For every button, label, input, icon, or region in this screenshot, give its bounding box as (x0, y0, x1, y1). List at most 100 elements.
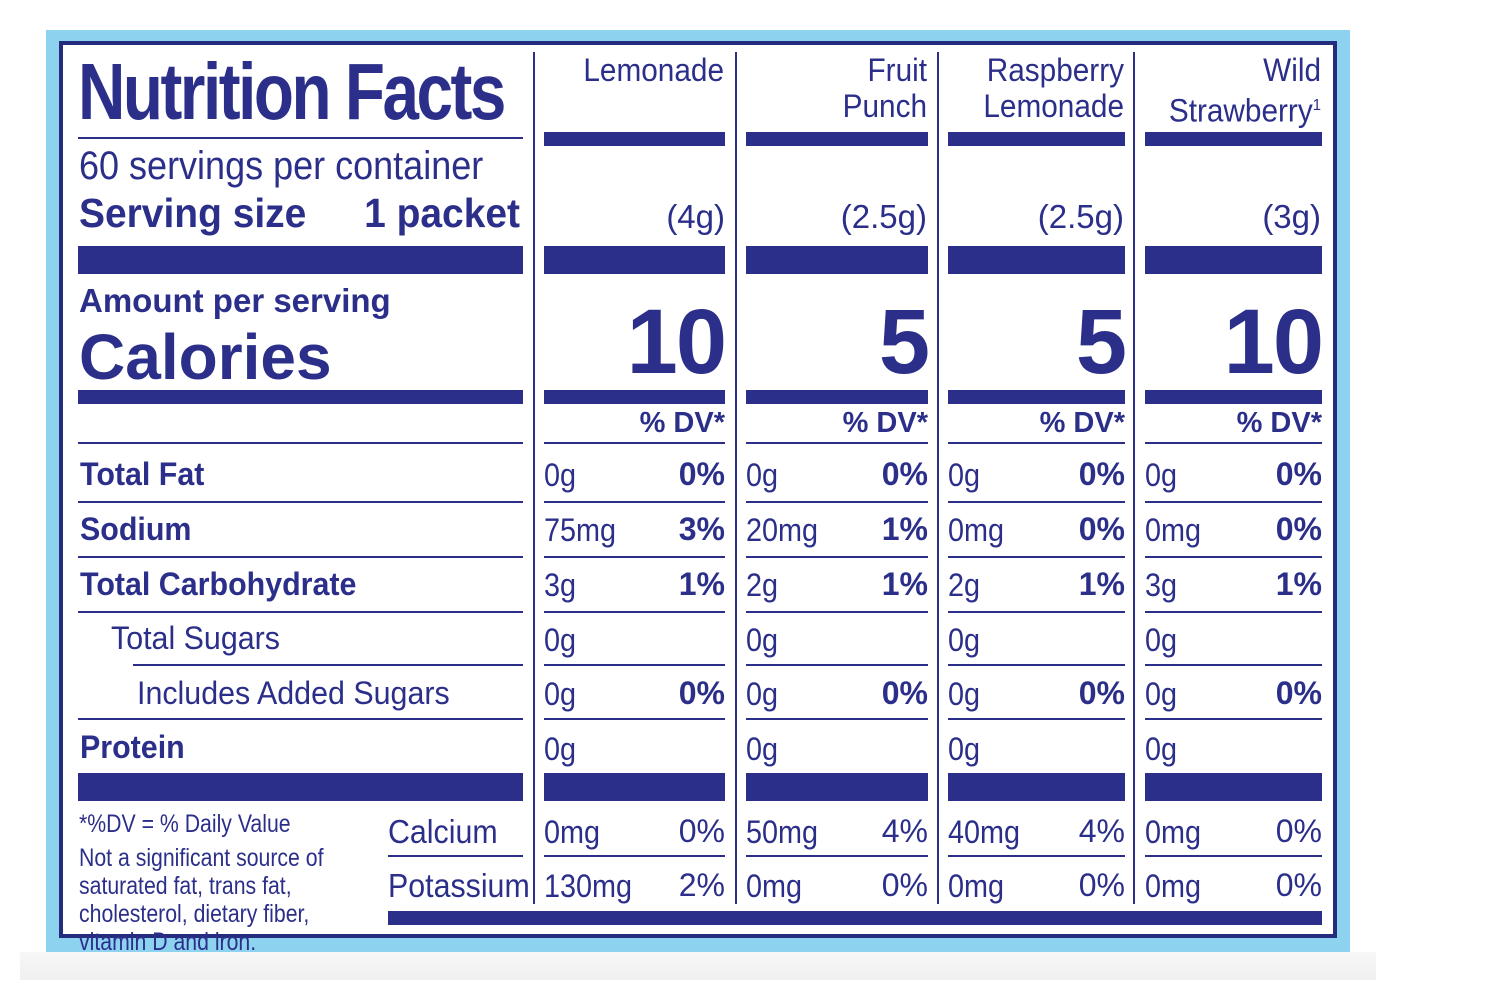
amount-added-sugars: 0g (746, 676, 779, 712)
divider (544, 442, 725, 444)
amount-per-serving: Amount per serving (79, 282, 391, 319)
flavor-name-line1: Fruit (867, 52, 927, 88)
thick-divider (746, 132, 928, 146)
divider (746, 664, 928, 666)
thick-divider (746, 773, 928, 801)
divider (78, 501, 523, 503)
dv-total-carbohydrate: 1% (881, 566, 928, 602)
thick-divider (78, 773, 523, 801)
amount-total-carbohydrate: 2g (948, 567, 981, 603)
amount-total-fat: 0g (544, 457, 577, 493)
dv-total-fat: 0% (1275, 456, 1322, 492)
divider (78, 442, 523, 444)
flavor-serving-weight: (4g) (666, 198, 725, 235)
dv-sodium: 0% (1275, 511, 1322, 547)
dv-calcium: 0% (1275, 813, 1322, 849)
divider (948, 501, 1125, 503)
thick-divider (948, 773, 1125, 801)
dv-potassium: 0% (881, 867, 928, 903)
divider (544, 718, 725, 720)
dv-potassium: 2% (678, 867, 725, 903)
dv-potassium: 0% (1275, 867, 1322, 903)
dv-sodium: 0% (1078, 511, 1125, 547)
nutrient-label-total-sugars: Total Sugars (111, 620, 280, 656)
amount-sodium: 20mg (746, 512, 819, 548)
amount-sodium: 0mg (948, 512, 1005, 548)
thick-divider (1145, 246, 1322, 274)
serving-size-value: 1 packet (364, 190, 520, 236)
thick-divider (544, 132, 725, 146)
amount-protein: 0g (948, 731, 981, 767)
amount-total-carbohydrate: 2g (746, 567, 779, 603)
divider (948, 442, 1125, 444)
divider (746, 855, 928, 857)
amount-protein: 0g (544, 731, 577, 767)
amount-total-fat: 0g (948, 457, 981, 493)
amount-total-carbohydrate: 3g (1145, 567, 1178, 603)
flavor-calories: 10 (626, 291, 727, 393)
dv-total-fat: 0% (1078, 456, 1125, 492)
dv-header: % DV* (842, 407, 928, 439)
dv-total-fat: 0% (881, 456, 928, 492)
thick-divider (1145, 390, 1322, 404)
thick-divider (544, 773, 725, 801)
flavor-calories: 5 (878, 291, 930, 393)
thick-divider (948, 246, 1125, 274)
amount-calcium: 40mg (948, 814, 1021, 850)
amount-potassium: 0mg (1145, 868, 1202, 904)
divider (948, 718, 1125, 720)
column-separator (1133, 52, 1135, 904)
divider (1145, 718, 1322, 720)
amount-total-fat: 0g (746, 457, 779, 493)
amount-potassium: 0mg (948, 868, 1005, 904)
dv-added-sugars: 0% (678, 675, 725, 711)
nutrient-label-added-sugars: Includes Added Sugars (137, 675, 450, 711)
divider (544, 855, 725, 857)
dv-potassium: 0% (1078, 867, 1125, 903)
footnote-marker: 1 (1312, 97, 1321, 114)
amount-total-sugars: 0g (1145, 622, 1178, 658)
thick-divider (544, 390, 725, 404)
divider (1145, 442, 1322, 444)
dv-header: % DV* (639, 407, 725, 439)
dv-calcium: 0% (678, 813, 725, 849)
amount-total-fat: 0g (1145, 457, 1178, 493)
dv-added-sugars: 0% (1275, 675, 1322, 711)
flavor-name-line2: Strawberry (1168, 92, 1313, 129)
thick-divider (948, 390, 1125, 404)
divider (948, 664, 1125, 666)
divider (746, 501, 928, 503)
flavor-calories: 10 (1223, 291, 1324, 393)
flavor-serving-weight: (2.5g) (840, 198, 927, 235)
divider (388, 855, 523, 857)
dv-sodium: 3% (678, 511, 725, 547)
thick-divider (544, 246, 725, 274)
divider (746, 556, 928, 558)
thick-divider (78, 390, 523, 404)
thick-divider (388, 911, 1322, 925)
divider (544, 556, 725, 558)
amount-added-sugars: 0g (544, 676, 577, 712)
amount-added-sugars: 0g (1145, 676, 1178, 712)
dv-header: % DV* (1236, 407, 1322, 439)
dv-added-sugars: 0% (1078, 675, 1125, 711)
amount-potassium: 0mg (746, 868, 803, 904)
dv-total-carbohydrate: 1% (1275, 566, 1322, 602)
thick-divider (746, 246, 928, 274)
flavor-serving-weight: (2.5g) (1037, 198, 1124, 235)
divider (746, 718, 928, 720)
serving-size-row: Serving size 1 packet (79, 190, 520, 237)
label-title: Nutrition Facts (78, 47, 506, 136)
dv-sodium: 1% (881, 511, 928, 547)
footnote-dv-definition: *%DV = % Daily Value (79, 810, 291, 838)
divider (544, 611, 725, 613)
dv-total-carbohydrate: 1% (678, 566, 725, 602)
thick-divider (1145, 773, 1322, 801)
divider (746, 442, 928, 444)
dv-header: % DV* (1039, 407, 1125, 439)
amount-calcium: 0mg (544, 814, 601, 850)
flavor-name-line1: Wild (1263, 52, 1321, 88)
divider (78, 611, 523, 613)
amount-total-carbohydrate: 3g (544, 567, 577, 603)
mineral-label-potassium: Potassium (388, 867, 530, 904)
